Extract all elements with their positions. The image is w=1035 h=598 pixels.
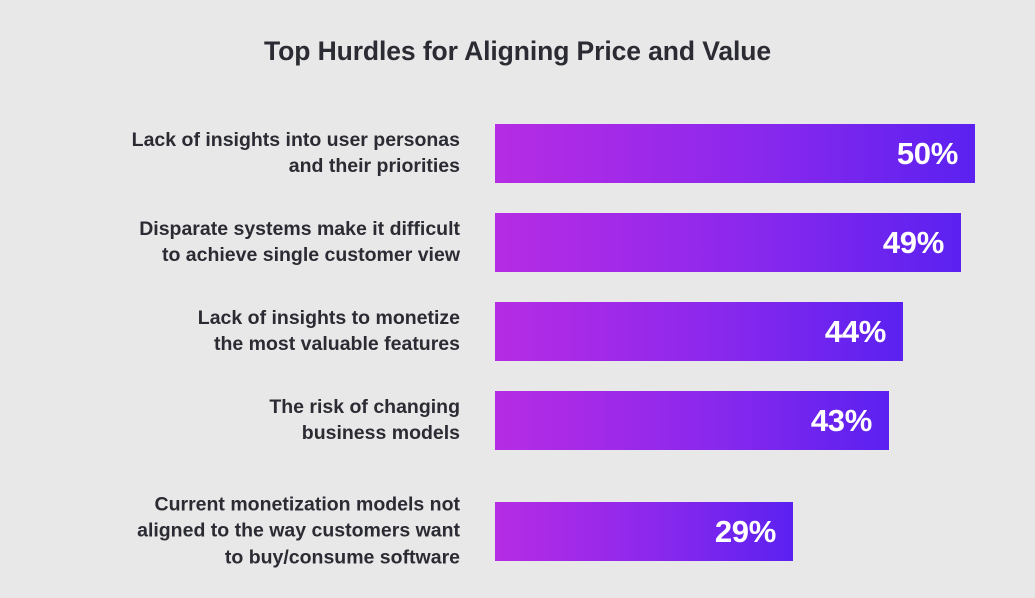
bar-category-label: Lack of insights into user personas and … <box>131 128 460 178</box>
bar-fill: 43% <box>495 391 889 450</box>
bar-category-label: Lack of insights to monetize the most va… <box>197 306 460 356</box>
bar-row: Lack of insights into user personas and … <box>0 124 1035 183</box>
bar-row: Current monetization models not aligned … <box>0 493 1035 569</box>
bar-track: 50% <box>495 124 975 183</box>
chart-title: Top Hurdles for Aligning Price and Value <box>264 36 771 66</box>
bar-track: 29% <box>495 502 793 561</box>
bar-track: 49% <box>495 213 961 272</box>
bar-row: Lack of insights to monetize the most va… <box>0 302 1035 361</box>
bar-row: The risk of changing business models 43% <box>0 391 1035 450</box>
bar-fill: 50% <box>495 124 975 183</box>
bar-fill: 29% <box>495 502 793 561</box>
bar-value-label: 43% <box>810 403 872 438</box>
bar-category-label: The risk of changing business models <box>269 395 460 445</box>
bar-category-label: Disparate systems make it difficult to a… <box>139 217 460 267</box>
bar-track: 43% <box>495 391 889 450</box>
bar-value-label: 44% <box>824 314 886 349</box>
bar-fill: 49% <box>495 213 961 272</box>
bar-value-label: 50% <box>896 136 958 171</box>
bar-value-label: 49% <box>882 225 944 260</box>
bar-track: 44% <box>495 302 903 361</box>
bar-value-label: 29% <box>714 514 776 549</box>
bar-category-label: Current monetization models not aligned … <box>137 493 460 569</box>
bar-row: Disparate systems make it difficult to a… <box>0 213 1035 272</box>
bar-fill: 44% <box>495 302 903 361</box>
